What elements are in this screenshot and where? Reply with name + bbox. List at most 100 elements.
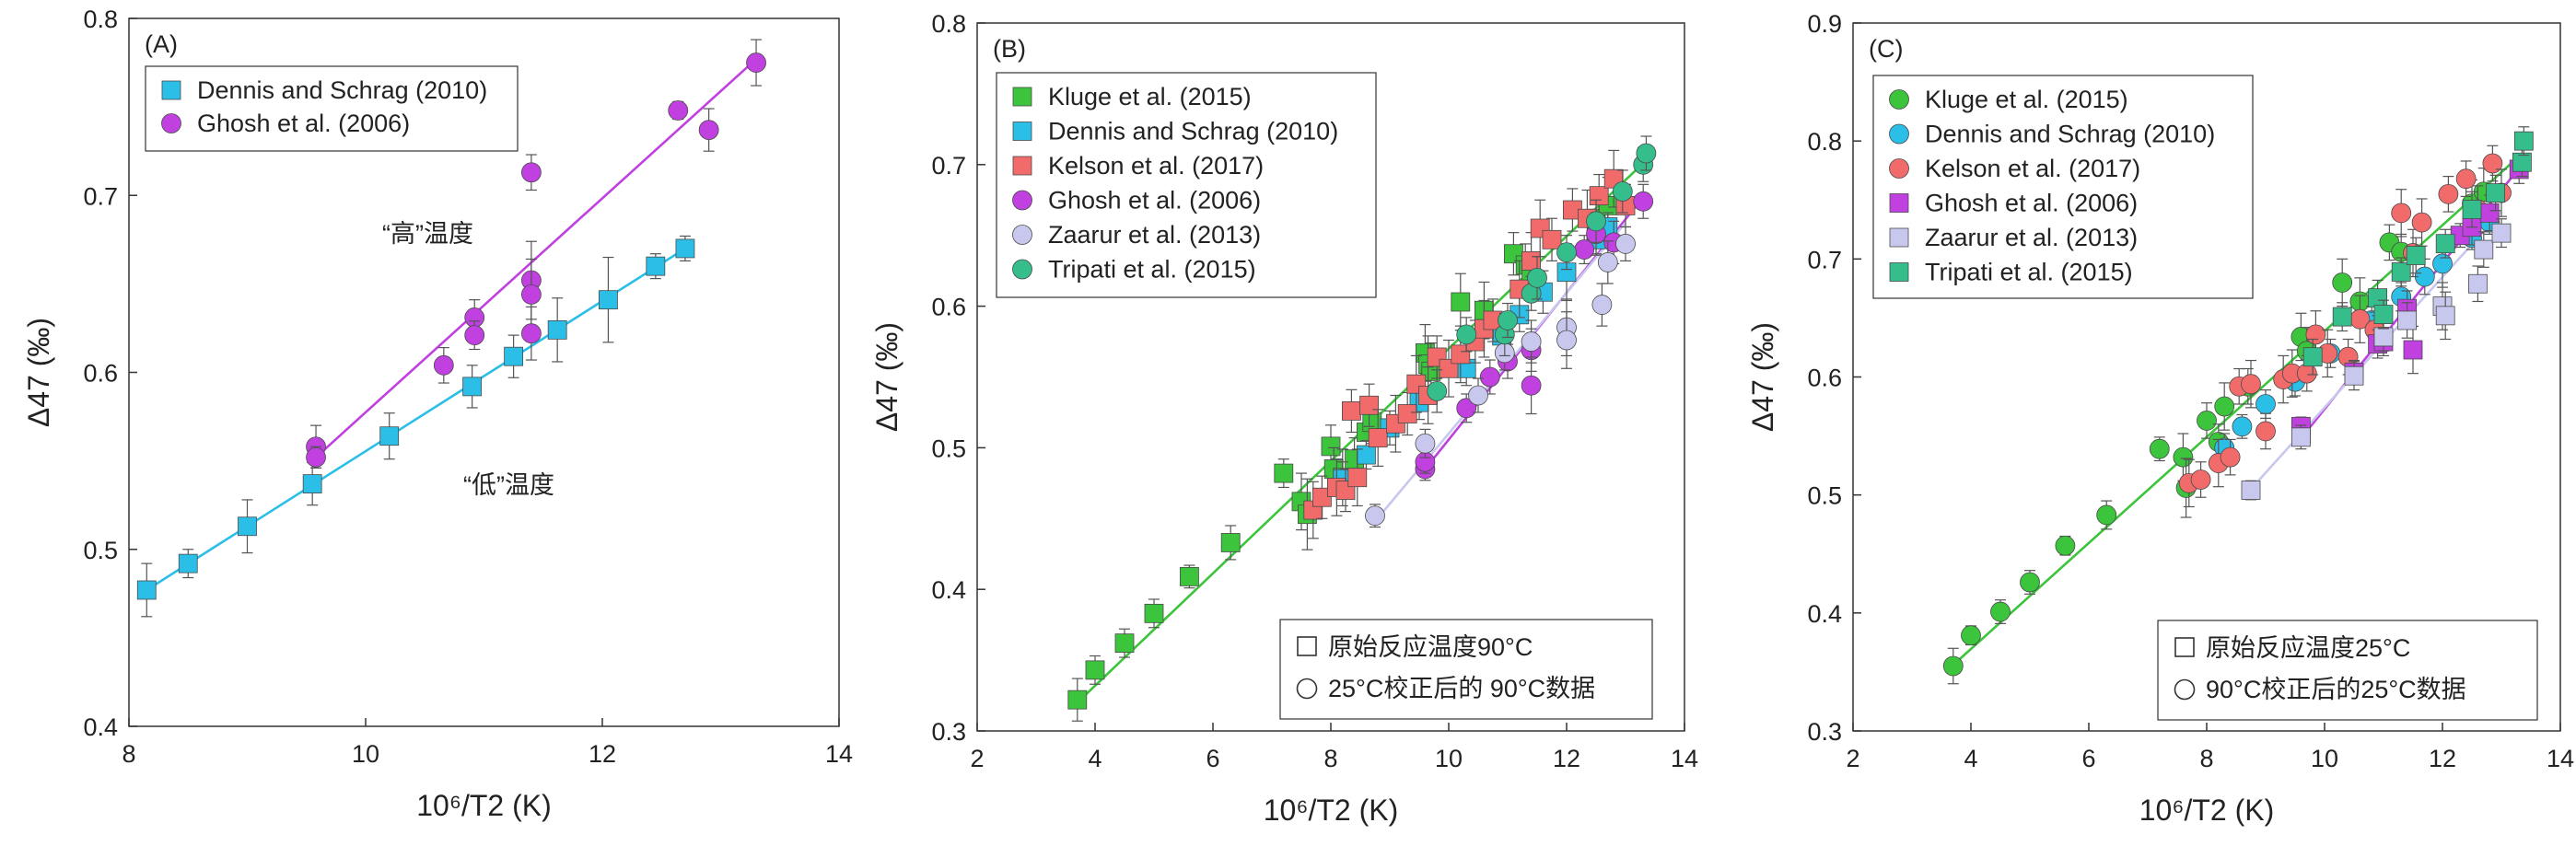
note-square-marker [1297,636,1317,656]
legend-label: Ghosh et al. (2006) [1048,187,1261,214]
legend-label: Ghosh et al. (2006) [1925,190,2138,217]
note-circle-marker [2174,678,2196,701]
panel-a: 8 10 12 14 0.4 0.5 0.6 0.7 0.8 10⁶/T2 (K) Δ47 (‰) (… [22,6,853,822]
x-tick-label: 10 [352,740,379,768]
kluge-et-al-2015-fit-line [1952,155,2521,666]
y-tick-label: 0.8 [931,10,966,38]
data-point [1615,234,1636,254]
x-tick-label: 14 [2547,745,2574,772]
annotation-text: “高”温度 [382,220,473,248]
zaarur-et-al-2013-series [2241,218,2512,501]
data-point [302,474,322,494]
data-point [379,426,400,446]
y-tick-label: 0.7 [1807,246,1842,273]
data-point [698,120,719,141]
legend-label: Dennis and Schrag (2010) [1925,121,2215,148]
data-point [1498,310,1518,330]
note-box [1279,619,1653,720]
legend: Kluge et al. (2015) Dennis and Schrag (20… [996,72,1377,298]
data-point [2214,396,2235,417]
data-point [1368,428,1388,448]
legend-marker [1012,259,1032,280]
data-point [2432,253,2453,274]
y-tick-label: 0.6 [931,294,966,321]
data-point [2397,310,2418,330]
dennis-and-schrag-2010-series [136,235,695,618]
x-tick-label: 6 [2081,745,2095,772]
data-point [1636,143,1657,164]
data-point [1085,660,1105,680]
x-tick-label: 8 [1323,745,1337,772]
zaarur-et-al-2013-series [1365,226,1636,528]
legend-label: Zaarur et al. (2013) [1048,221,1261,249]
data-point [1990,601,2011,622]
legend-marker [1889,123,1909,145]
x-tick-label: 14 [1671,745,1698,772]
data-point [1274,463,1294,483]
y-tick-label: 0.8 [83,6,118,33]
data-point [2482,153,2503,174]
y-tick-label: 0.5 [83,537,118,564]
legend: Dennis and Schrag (2010) Ghosh et al. (20… [145,65,519,152]
legend-label: Kluge et al. (2015) [1048,83,1252,110]
y-tick-label: 0.3 [1807,718,1842,746]
data-point [1633,191,1654,212]
data-point [2332,307,2352,327]
data-point [2290,427,2311,447]
legend-box [996,72,1377,298]
x-tick-label: 2 [1846,745,1859,772]
data-point [1144,603,1164,623]
panel-b: 2 4 6 8 10 12 14 0.3 0.4 0.5 0.6 0.7 0.8 10⁶/T2 (K) Δ4… [870,10,1698,827]
x-tick-label: 12 [589,740,616,768]
legend-label: Dennis and Schrag (2010) [1048,118,1338,145]
data-point [2149,438,2170,459]
y-tick-label: 0.5 [931,435,966,462]
x-tick-label: 10 [2311,745,2338,772]
panel-letter: (C) [1869,35,1903,63]
data-point [1427,380,1448,401]
legend-marker [1889,89,1909,110]
legend-marker [1889,158,1909,179]
data-point [2241,481,2261,500]
data-point [462,377,483,397]
data-point [1591,295,1613,315]
data-point [2296,363,2317,384]
data-point [2332,272,2353,293]
panel-letter: (A) [145,30,178,58]
panel-c: 2 4 6 8 10 12 14 0.3 0.4 0.5 0.6 0.7 0.8 0.9 10⁶/T2 (K… [1746,10,2574,827]
data-point [1942,655,1964,677]
legend-label: Tripati et al. (2015) [1925,259,2133,286]
data-point [433,354,454,376]
data-point [1415,433,1436,454]
data-point [136,580,157,600]
x-tick-label: 4 [1964,745,1977,772]
data-point [1479,366,1500,388]
data-point [1321,436,1341,457]
legend-marker [1012,87,1032,107]
data-point [2435,306,2455,326]
data-point [1397,404,1417,423]
marker-note: 原始反应温度90°C 25°C校正后的 90°C数据 [1279,619,1653,720]
data-point [306,446,326,468]
data-point [1451,344,1471,365]
data-point [1359,395,1379,415]
legend-marker [161,80,181,100]
data-point [2391,203,2412,224]
y-tick-label: 0.4 [1807,600,1842,628]
legend-marker [1012,225,1032,245]
data-point [521,284,542,305]
data-point [2411,212,2432,233]
data-point [1456,324,1477,345]
zaarur-et-al-2013-fit-line [1374,222,1626,523]
data-point [1220,533,1241,552]
data-point [1542,229,1562,249]
data-point [2474,239,2494,260]
note-line: 90°C校正后的25°C数据 [2206,676,2466,703]
data-point [746,52,766,73]
legend-label: Zaarur et al. (2013) [1925,224,2138,251]
legend-label: Tripati et al. (2015) [1048,256,1256,284]
data-point [1556,242,1577,263]
data-point [2438,183,2459,204]
data-point [2220,446,2241,468]
note-box [2157,620,2538,721]
